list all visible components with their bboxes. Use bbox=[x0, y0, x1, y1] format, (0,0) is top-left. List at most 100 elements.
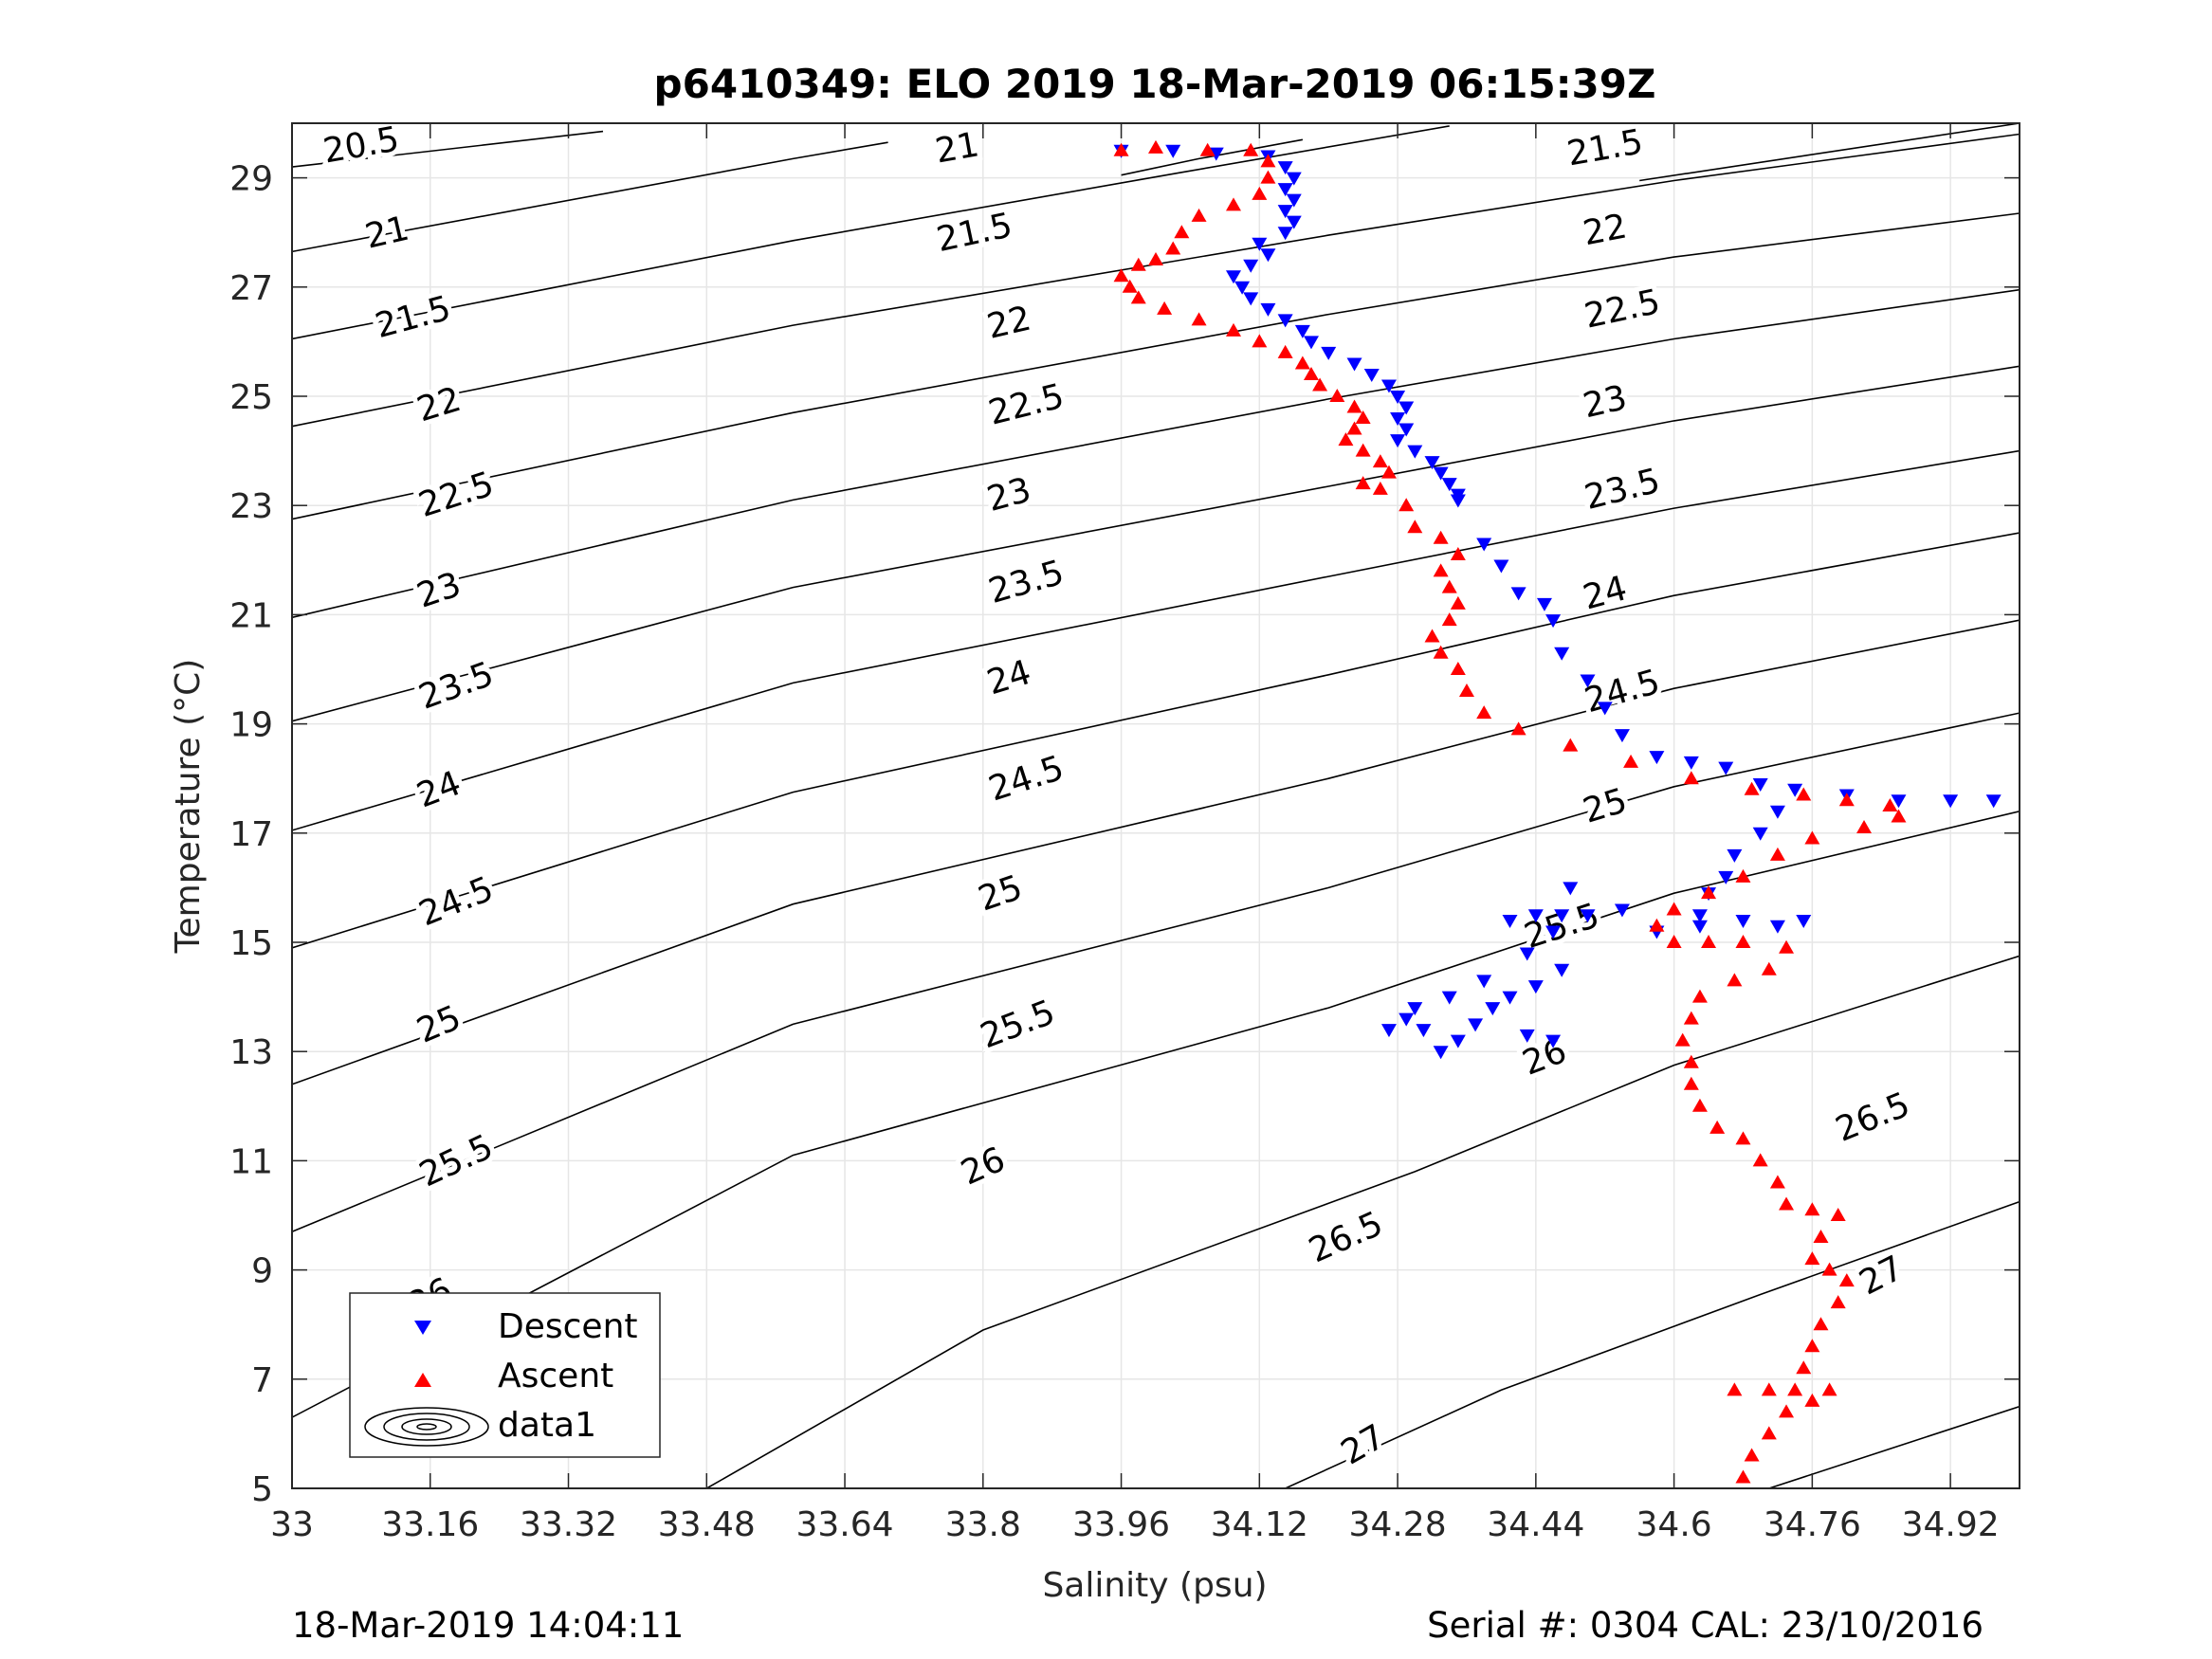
x-tick-label: 34.76 bbox=[1764, 1505, 1861, 1544]
density-contour-line bbox=[292, 288, 2020, 619]
data-point bbox=[1769, 847, 1785, 861]
data-point bbox=[1225, 322, 1241, 337]
density-contour-line bbox=[1639, 123, 2020, 182]
data-point bbox=[1286, 172, 1302, 186]
x-tick-label: 34.6 bbox=[1636, 1505, 1712, 1544]
x-tick-label: 33.64 bbox=[796, 1505, 894, 1544]
contour-label: 21 bbox=[932, 125, 981, 171]
data-point bbox=[1407, 520, 1423, 534]
data-point bbox=[1252, 334, 1268, 348]
data-point bbox=[1355, 443, 1371, 457]
data-point bbox=[1623, 754, 1639, 768]
legend-label-data1: data1 bbox=[498, 1406, 596, 1445]
data-point bbox=[1761, 1426, 1777, 1440]
data-point bbox=[1243, 259, 1259, 273]
data-point bbox=[1683, 1011, 1699, 1025]
legend-label-descent: Descent bbox=[498, 1307, 638, 1346]
x-tick-label: 33.48 bbox=[658, 1505, 756, 1544]
data-point bbox=[1527, 909, 1544, 923]
data-point bbox=[1191, 312, 1207, 326]
data-point bbox=[1208, 147, 1224, 161]
data-point bbox=[1779, 939, 1795, 954]
data-point bbox=[1450, 494, 1466, 508]
data-series bbox=[1113, 139, 2002, 1484]
data-point bbox=[1390, 412, 1406, 427]
data-point bbox=[1286, 215, 1302, 229]
plot-area bbox=[292, 123, 2020, 1488]
data-point bbox=[1191, 208, 1207, 222]
data-point bbox=[1691, 920, 1708, 934]
data-point bbox=[1735, 935, 1751, 948]
density-contour-line bbox=[292, 449, 2020, 831]
data-point bbox=[1355, 476, 1371, 490]
data-point bbox=[1433, 530, 1449, 544]
data-point bbox=[1779, 1404, 1795, 1418]
data-point bbox=[1769, 920, 1785, 934]
data-point bbox=[1830, 1295, 1846, 1309]
data-point bbox=[1545, 614, 1562, 629]
data-point bbox=[1355, 410, 1371, 425]
data-point bbox=[1260, 248, 1276, 263]
data-point bbox=[1735, 914, 1751, 928]
data-point bbox=[1787, 783, 1803, 797]
data-point bbox=[1476, 538, 1492, 552]
data-point bbox=[1752, 827, 1768, 841]
legend-entry-descent: Descent bbox=[414, 1307, 638, 1346]
data-point bbox=[1804, 1251, 1820, 1266]
data-point bbox=[1510, 721, 1526, 736]
x-tick-label: 34.28 bbox=[1349, 1505, 1447, 1544]
y-tick-label: 21 bbox=[229, 596, 273, 635]
y-axis-label: Temperature (°C) bbox=[169, 659, 208, 955]
x-tick-label: 34.92 bbox=[1902, 1505, 2000, 1544]
data-point bbox=[1563, 882, 1579, 896]
data-point bbox=[1225, 270, 1241, 284]
data-point bbox=[1433, 645, 1449, 659]
density-contour-line bbox=[292, 532, 2020, 949]
data-point bbox=[1735, 868, 1751, 883]
data-point bbox=[1727, 848, 1743, 863]
data-point bbox=[1450, 595, 1466, 610]
y-tick-label: 27 bbox=[229, 269, 273, 308]
data-point bbox=[1433, 1046, 1449, 1060]
data-point bbox=[1796, 1360, 1812, 1375]
y-tick-label: 15 bbox=[229, 924, 273, 963]
data-point bbox=[1727, 973, 1743, 987]
data-point bbox=[1407, 445, 1423, 459]
data-point bbox=[1691, 989, 1708, 1003]
density-contour-line bbox=[292, 133, 2020, 428]
data-point bbox=[1424, 629, 1440, 643]
x-tick-label: 33.96 bbox=[1072, 1505, 1170, 1544]
data-point bbox=[1277, 183, 1293, 197]
data-point bbox=[1303, 336, 1319, 350]
footer-timestamp: 18-Mar-2019 14:04:11 bbox=[292, 1605, 684, 1646]
data-point bbox=[1252, 237, 1268, 251]
data-point bbox=[1735, 1469, 1751, 1484]
data-point bbox=[1363, 368, 1380, 382]
data-point bbox=[1338, 432, 1354, 447]
series-descent bbox=[1113, 144, 2002, 1060]
data-point bbox=[1113, 268, 1129, 283]
data-point bbox=[1148, 139, 1163, 154]
data-point bbox=[1458, 684, 1474, 698]
data-point bbox=[1243, 142, 1259, 156]
data-point bbox=[1441, 478, 1457, 492]
axis-ticks bbox=[291, 123, 2020, 1489]
data-point bbox=[1701, 935, 1717, 948]
density-contour-line bbox=[292, 811, 2020, 1418]
data-point bbox=[1727, 1382, 1743, 1396]
data-point bbox=[1563, 738, 1579, 752]
y-tick-label: 13 bbox=[229, 1033, 273, 1072]
data-point bbox=[1113, 142, 1129, 156]
data-point bbox=[1761, 961, 1777, 975]
data-point bbox=[1441, 991, 1457, 1005]
data-point bbox=[1856, 820, 1873, 834]
data-point bbox=[1157, 301, 1173, 315]
data-point bbox=[1346, 421, 1362, 435]
data-point bbox=[1821, 1262, 1837, 1276]
density-contour-line bbox=[1768, 1405, 2020, 1488]
axes-box bbox=[291, 122, 2020, 1489]
y-tick-label: 19 bbox=[229, 706, 273, 745]
data-point bbox=[1891, 794, 1907, 809]
legend-entry-ascent: Ascent bbox=[414, 1357, 613, 1395]
